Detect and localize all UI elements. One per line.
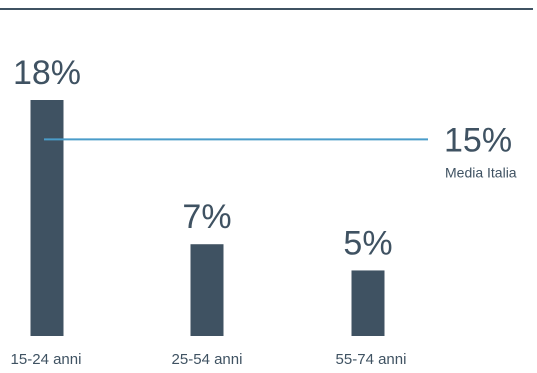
- category-labels-group: 15-24 anni 25-54 anni 55-74 anni: [11, 351, 407, 368]
- bar-value-label-1: 18%: [13, 54, 81, 92]
- bar-1: [30, 100, 64, 336]
- category-label-3: 55-74 anni: [336, 351, 407, 368]
- value-labels-group: 18% 7% 5%: [13, 54, 393, 262]
- bar-value-label-2: 7%: [182, 198, 231, 236]
- reference-line-label: Media Italia: [445, 164, 517, 180]
- reference-value-label: 15%: [444, 121, 512, 159]
- category-label-1: 15-24 anni: [11, 351, 82, 368]
- bar-3: [351, 270, 385, 336]
- bar-2: [190, 244, 224, 336]
- bar-value-label-3: 5%: [343, 224, 392, 262]
- category-label-2: 25-54 anni: [172, 351, 243, 368]
